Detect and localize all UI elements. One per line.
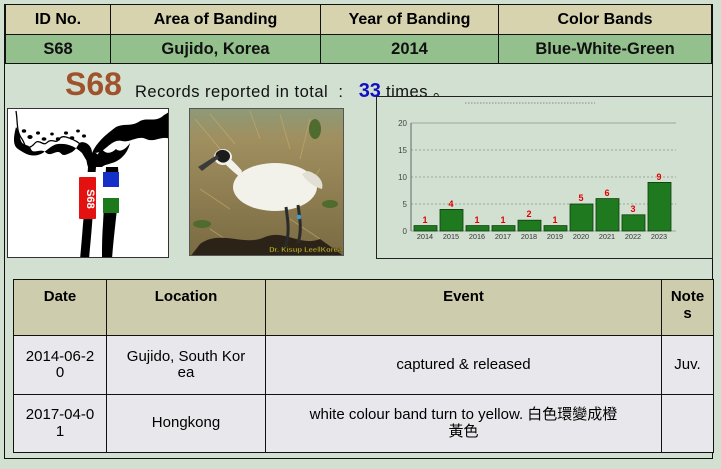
svg-text:5: 5 <box>403 200 408 209</box>
svg-text:1: 1 <box>500 215 505 225</box>
svg-text:6: 6 <box>604 188 609 198</box>
svg-text:3: 3 <box>630 204 635 214</box>
svg-text:9: 9 <box>656 172 661 182</box>
svg-text:2014: 2014 <box>417 232 433 241</box>
svg-text:15: 15 <box>398 146 407 155</box>
svg-text:2021: 2021 <box>599 232 615 241</box>
svg-text:2023: 2023 <box>651 232 667 241</box>
svg-text:20: 20 <box>398 119 407 128</box>
svg-text:1: 1 <box>474 215 479 225</box>
svg-text:2018: 2018 <box>521 232 537 241</box>
svg-text:1: 1 <box>552 215 557 225</box>
svg-text:2020: 2020 <box>573 232 589 241</box>
svg-text:2016: 2016 <box>469 232 485 241</box>
svg-text:2019: 2019 <box>547 232 563 241</box>
svg-text:1: 1 <box>422 215 427 225</box>
svg-text:2017: 2017 <box>495 232 511 241</box>
svg-text:10: 10 <box>398 173 407 182</box>
svg-text:Dr. Kisup Lee‖Korea: Dr. Kisup Lee‖Korea <box>269 245 343 254</box>
svg-text:5: 5 <box>578 193 583 203</box>
svg-text:0: 0 <box>403 227 408 236</box>
svg-text:2022: 2022 <box>625 232 641 241</box>
svg-text:S68: S68 <box>84 189 96 209</box>
svg-text:4: 4 <box>448 199 453 209</box>
svg-text:2015: 2015 <box>443 232 459 241</box>
svg-text:2: 2 <box>526 209 531 219</box>
